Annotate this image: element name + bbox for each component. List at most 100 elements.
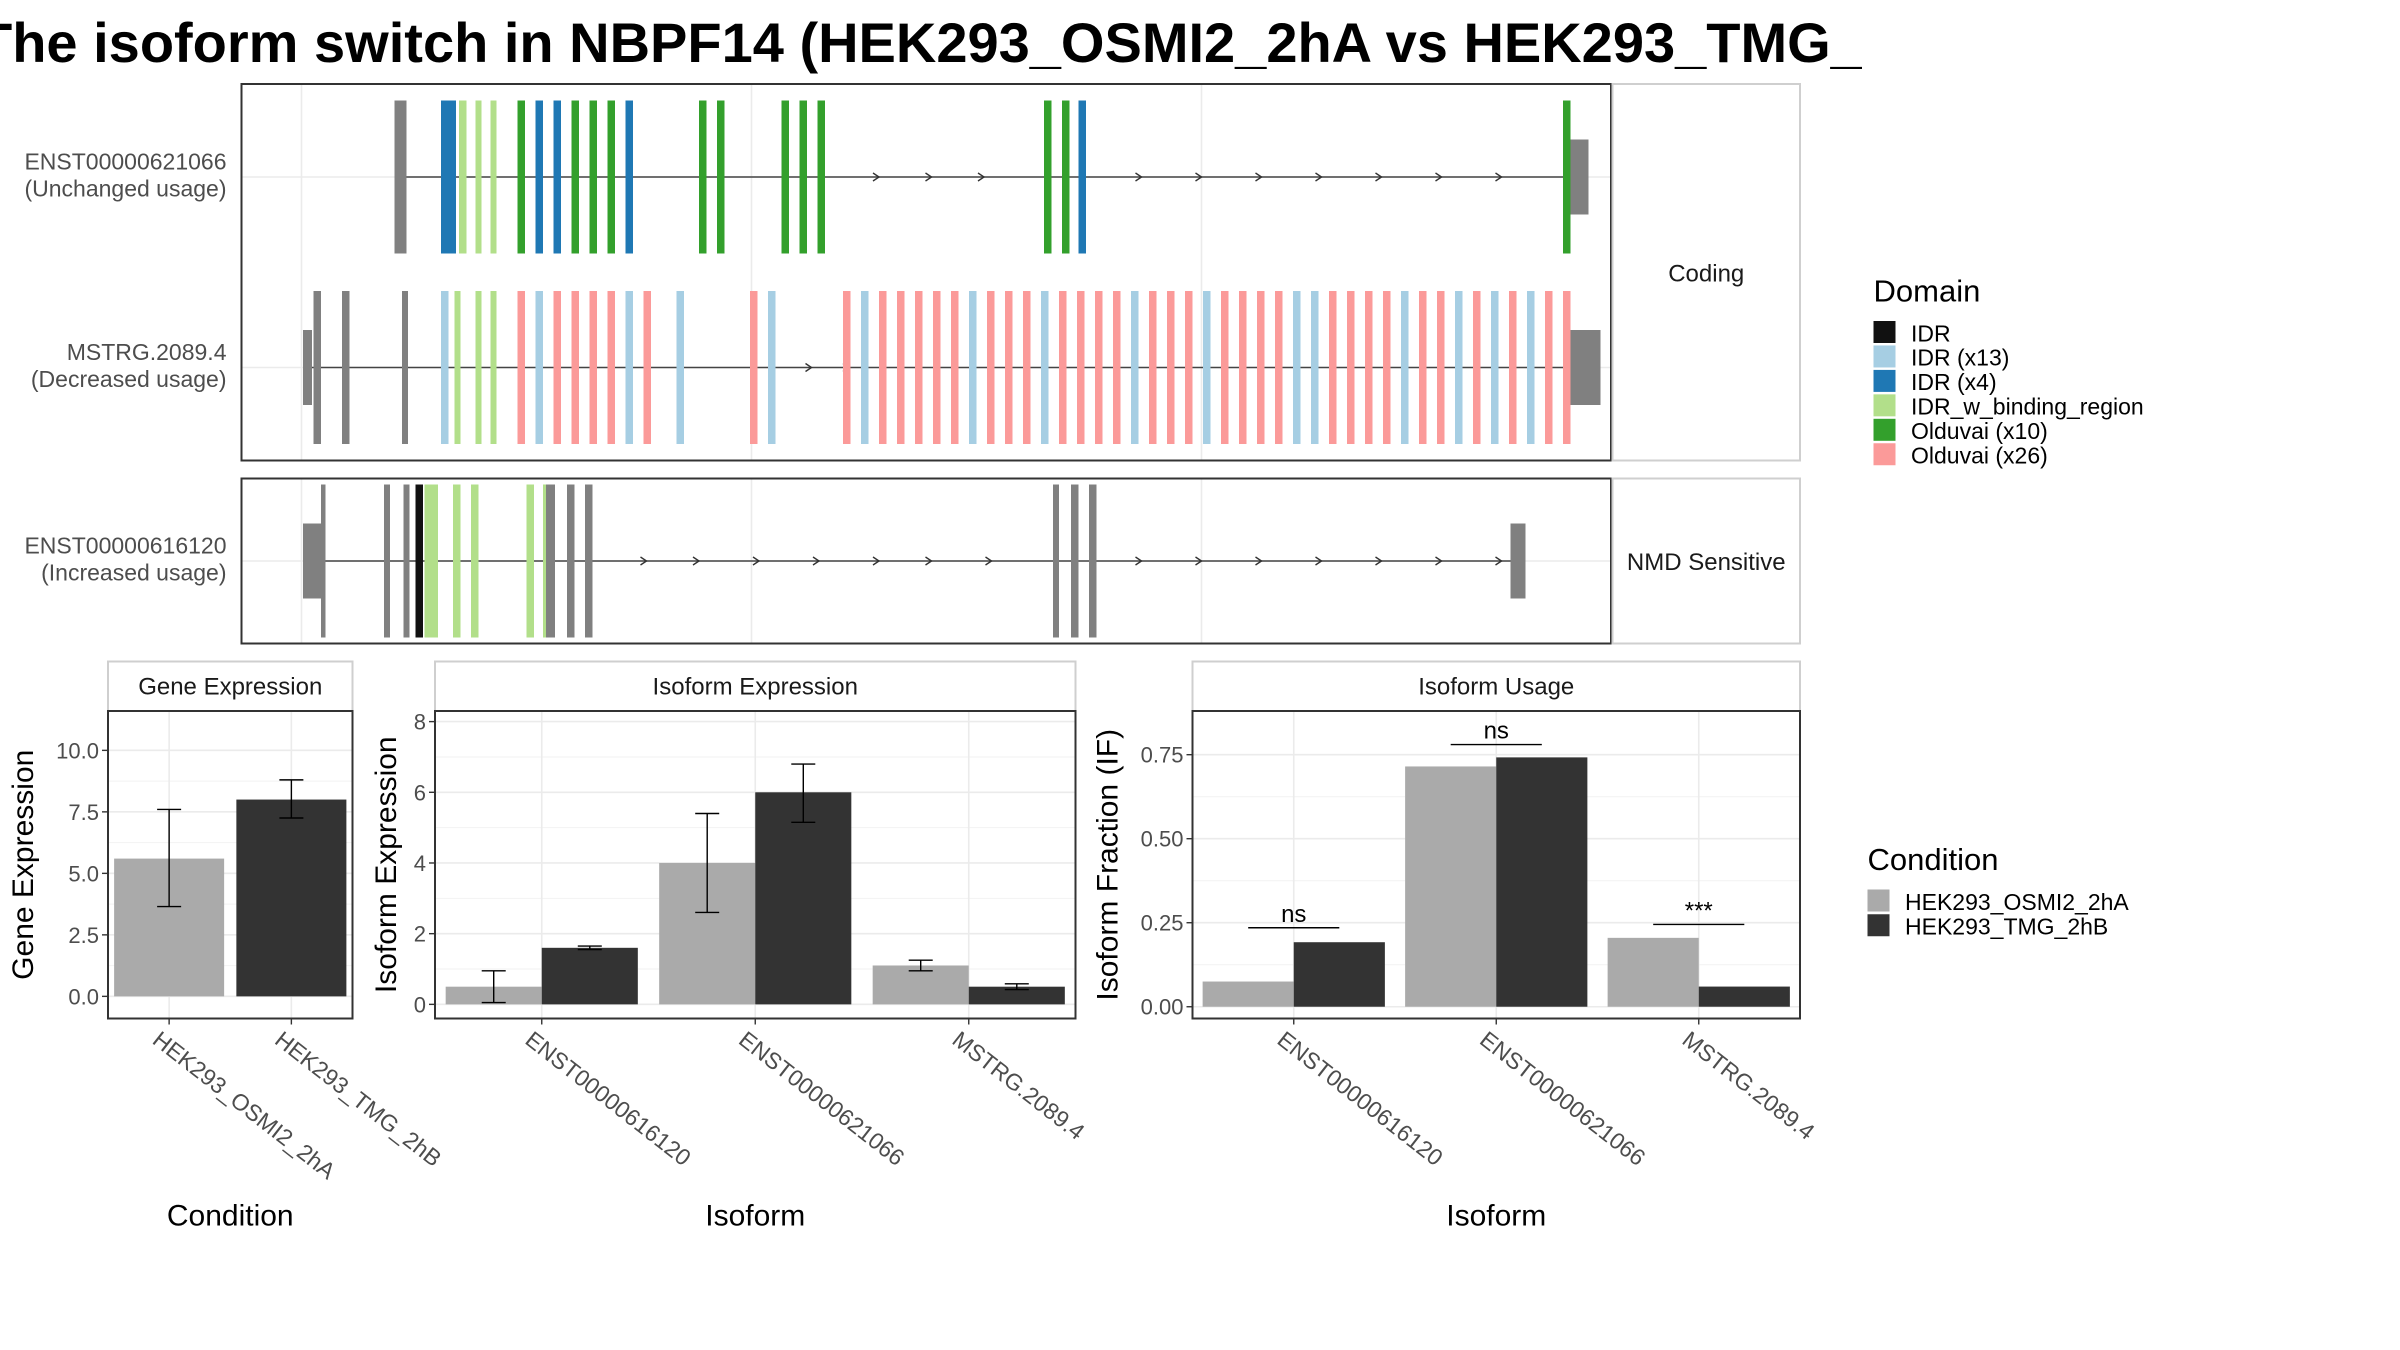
legend-swatch [1873, 345, 1896, 368]
domain-exon-block [475, 100, 482, 254]
domain-exon-block [843, 291, 851, 444]
direction-arrow [977, 172, 986, 182]
x-axis-title: Condition [167, 1200, 294, 1233]
y-tick-label: 0.0 [68, 984, 99, 1009]
domain-exon-block [1563, 100, 1571, 254]
domain-exon-block [553, 291, 561, 444]
significance-label: ns [1281, 901, 1306, 928]
panel-background [241, 84, 1611, 461]
exon-block [384, 484, 390, 638]
exon-block [1570, 330, 1601, 405]
bar-chart-2: Isoform Usage 0.00 0.25 0.50 0.75 ns ns *** ENST… [1092, 660, 1820, 1233]
direction-arrow [692, 556, 701, 566]
domain-exon-block [1491, 291, 1499, 444]
domain-exon-block [1527, 291, 1535, 444]
significance-label: *** [1685, 897, 1713, 924]
legend-swatch [1873, 443, 1896, 466]
direction-arrow [752, 556, 761, 566]
domain-exon-block [676, 291, 684, 444]
transcript-usage: (Increased usage) [41, 560, 226, 586]
legend-label: IDR (x13) [1911, 345, 2009, 371]
bar [236, 799, 347, 997]
domain-exon-block [459, 100, 467, 254]
domain-exon-block [1078, 100, 1086, 254]
x-tick-label: ENST00000616120 [521, 1026, 696, 1171]
domain-exon-block [1221, 291, 1229, 444]
panel-border [240, 83, 1612, 462]
domain-exon-block [589, 291, 597, 444]
transcript-label: ENST00000621066 (Unchanged usage) [24, 149, 226, 202]
x-tick-label: MSTRG.2089.4 [948, 1026, 1090, 1145]
legend-swatch [1873, 321, 1896, 343]
transcript-id: ENST00000621066 [24, 149, 226, 175]
domain-exon-block [699, 100, 707, 254]
domain-exon-block [424, 484, 431, 638]
domain-exon-block [607, 100, 615, 254]
chart-strip-label: Gene Expression [138, 674, 322, 701]
direction-arrow [640, 556, 648, 566]
legend-swatch [1867, 889, 1890, 912]
domain-exon-block [490, 291, 497, 444]
domain-exon-block [526, 484, 534, 638]
domain-exon-block [1401, 291, 1409, 444]
domain-exon-block [1365, 291, 1373, 444]
domain-exon-block [1311, 291, 1319, 444]
domain-exon-block [1329, 291, 1337, 444]
direction-arrow [1315, 172, 1323, 182]
y-tick-label: 5.0 [68, 861, 99, 886]
direction-arrow [1255, 172, 1263, 182]
bar [1698, 986, 1790, 1007]
domain-exon-block [441, 100, 456, 254]
panel-strip [1611, 477, 1801, 645]
y-tick-label: 0.50 [1141, 827, 1184, 852]
domain-exon-block [535, 100, 543, 254]
exon-block [1071, 484, 1079, 638]
y-tick-label: 0.75 [1141, 743, 1184, 768]
domain-exon-block [607, 291, 615, 444]
domain-exon-block [1437, 291, 1445, 444]
domain-exon-block [625, 100, 633, 254]
x-axis-title: Isoform [705, 1200, 805, 1233]
exon-block [394, 100, 401, 254]
direction-arrow [872, 172, 881, 182]
y-axis-title: Isoform Fraction (IF) [1092, 729, 1125, 1001]
legend-label: Olduvai (x10) [1911, 418, 2048, 444]
y-tick-label: 7.5 [68, 800, 99, 825]
domain-exon-block [1077, 291, 1085, 444]
domain-exon-block [768, 291, 776, 444]
domain-exon-block [490, 100, 497, 254]
domain-exon-block [1023, 291, 1031, 444]
domain-exon-block [717, 100, 725, 254]
domain-exon-block [933, 291, 941, 444]
direction-arrow [925, 172, 933, 182]
direction-arrow [805, 362, 813, 373]
transcript-label: MSTRG.2089.4 (Decreased usage) [31, 339, 227, 392]
legend-label: IDR (x4) [1911, 369, 1997, 395]
bar [1607, 937, 1699, 1007]
transcript-usage: (Decreased usage) [31, 366, 227, 392]
exon-block [585, 484, 593, 638]
direction-arrow [1255, 556, 1263, 566]
exon-block [403, 484, 410, 638]
exon-block [399, 100, 407, 254]
exon-block [1089, 484, 1097, 638]
domain-exon-block [1473, 291, 1481, 444]
domain-exon-block [535, 291, 543, 444]
bar [968, 986, 1065, 1005]
direction-arrow [1435, 172, 1443, 182]
domain-exon-block [1455, 291, 1463, 444]
exon-block [567, 484, 575, 638]
domain-exon-block [625, 291, 633, 444]
direction-arrow [1435, 556, 1443, 566]
transcript-label: ENST00000616120 (Increased usage) [24, 533, 226, 586]
y-axis-title: Isoform Expression [370, 736, 403, 993]
domain-exon-block [897, 291, 905, 444]
domain-exon-block [1275, 291, 1283, 444]
domain-exon-block [471, 484, 479, 638]
domain-exon-block [1167, 291, 1175, 444]
direction-arrow [925, 556, 933, 566]
x-tick-label: MSTRG.2089.4 [1678, 1026, 1820, 1145]
direction-arrow [1495, 556, 1503, 566]
